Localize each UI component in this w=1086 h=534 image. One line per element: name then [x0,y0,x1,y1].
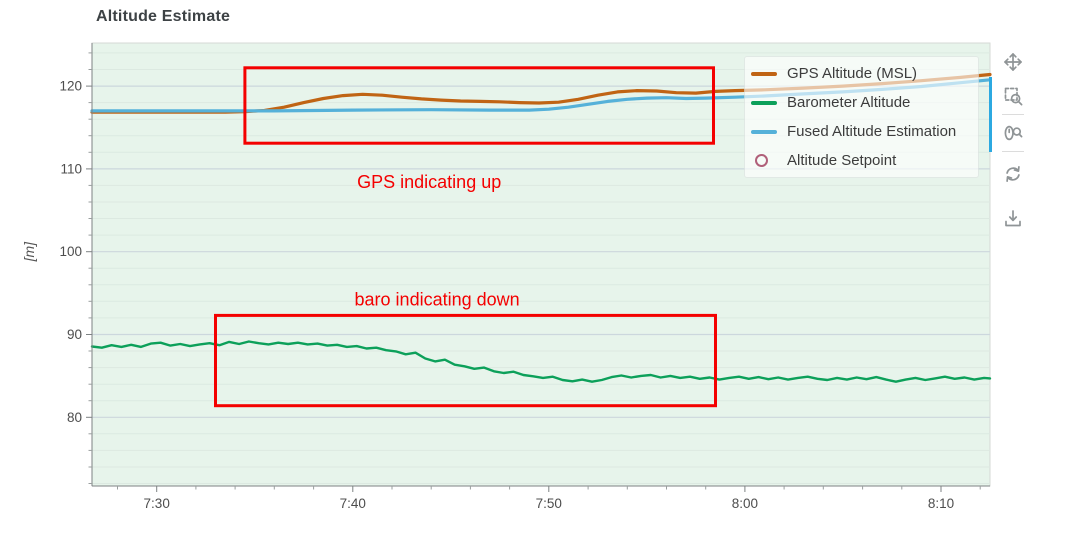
line-sample-icon [751,71,777,76]
legend-label: GPS Altitude (MSL) [787,65,918,82]
wheel-zoom-tool-button[interactable] [989,114,1030,152]
reset-icon [1006,166,1020,182]
save-icon [1005,210,1021,227]
y-tick-label: 80 [67,410,82,425]
x-tick-label: 7:50 [536,496,562,511]
fused-altitude-legend-glyph [751,129,779,134]
y-tick-label: 110 [60,161,82,176]
x-tick-label: 7:30 [144,496,170,511]
annotation-label: GPS indicating up [357,172,501,192]
altitude-setpoint-legend-glyph [751,154,779,167]
toolbar-separator [1002,114,1024,115]
toolbar-separator [1002,151,1024,152]
legend-label: Barometer Altitude [787,94,911,111]
line-sample-icon [751,100,777,105]
annotation-box-baro-indicating-down-box [214,313,717,408]
y-tick-label: 100 [59,244,82,259]
setpoint-circle-icon [755,154,768,167]
legend-item-altitude-setpoint[interactable]: Altitude Setpoint [745,146,978,175]
x-tick-label: 8:10 [928,496,954,511]
legend-label: Fused Altitude Estimation [787,123,957,140]
x-tick-label: 8:00 [732,496,758,511]
y-tick-label: 120 [59,79,82,94]
pan-tool-button[interactable] [996,45,1030,79]
plot-toolbar [989,45,1030,235]
barometer-altitude-legend-glyph [751,100,779,105]
chart-legend: GPS Altitude (MSL) Barometer Altitude Fuse… [744,56,979,178]
y-axis-title: [m] [21,241,37,263]
annotation-box-gps-indicating-up-box [243,66,715,145]
series-barometer-altitude-line [90,340,992,383]
y-tick-label: 90 [67,327,82,342]
box-zoom-tool-button[interactable] [989,77,1030,115]
gps-altitude-legend-glyph [751,71,779,76]
x-tick-label: 7:40 [340,496,366,511]
pan-icon [1004,53,1022,71]
box-zoom-icon [1004,87,1023,106]
annotation-label: baro indicating down [355,290,520,310]
legend-label: Altitude Setpoint [787,152,897,169]
chart-title: Altitude Estimate [96,8,231,25]
line-sample-icon [751,129,777,134]
reset-tool-button[interactable] [996,157,1030,191]
wheel-zoom-icon [1004,125,1023,141]
grid [92,52,990,484]
save-tool-button[interactable] [996,201,1030,235]
legend-item-fused-altitude[interactable]: Fused Altitude Estimation [745,117,978,146]
legend-item-barometer-altitude[interactable]: Barometer Altitude [745,88,978,117]
axes: 7:30 7:40 7:50 8:00 8:10 80 90 100 110 120 [m] [21,43,990,511]
legend-item-gps-altitude[interactable]: GPS Altitude (MSL) [745,59,978,88]
annotations: GPS indicating up baro indicating down [214,66,717,408]
